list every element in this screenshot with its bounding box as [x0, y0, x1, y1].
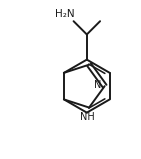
Text: N: N [94, 80, 101, 90]
Text: H₂N: H₂N [55, 9, 74, 19]
Text: NH: NH [80, 112, 95, 122]
